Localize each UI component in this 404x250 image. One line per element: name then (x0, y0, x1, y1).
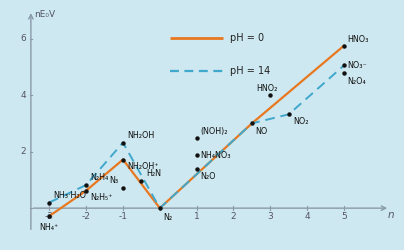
Text: HNO₃: HNO₃ (347, 35, 368, 44)
Text: (NOH)₂: (NOH)₂ (200, 127, 228, 136)
Text: NO₂: NO₂ (293, 117, 309, 126)
Text: N₂H₄: N₂H₄ (90, 173, 109, 182)
Text: pH = 0: pH = 0 (230, 33, 265, 43)
Text: NH₄⁺: NH₄⁺ (40, 223, 59, 232)
Text: 3: 3 (267, 212, 273, 222)
Text: N₂O: N₂O (200, 172, 216, 181)
Text: NH₂OH⁺: NH₂OH⁺ (127, 162, 159, 171)
Text: N₂O₄: N₂O₄ (347, 77, 366, 86)
Text: N₃: N₃ (109, 176, 118, 185)
Text: N₂H₅⁺: N₂H₅⁺ (90, 194, 113, 202)
Text: NH₂OH: NH₂OH (127, 131, 155, 140)
Text: nE₀V: nE₀V (34, 10, 55, 19)
Text: 2: 2 (231, 212, 236, 222)
Text: -3: -3 (45, 212, 54, 222)
Text: 4: 4 (304, 212, 310, 222)
Text: 6: 6 (21, 34, 27, 43)
Text: NO₃⁻: NO₃⁻ (347, 61, 367, 70)
Text: HNO₂: HNO₂ (256, 84, 278, 93)
Text: -1: -1 (118, 212, 128, 222)
Text: -2: -2 (82, 212, 90, 222)
Text: H₂N: H₂N (146, 169, 161, 178)
Text: 4: 4 (21, 90, 27, 100)
Text: NO: NO (256, 127, 268, 136)
Text: n: n (387, 210, 394, 220)
Text: 5: 5 (341, 212, 347, 222)
Text: 2: 2 (21, 147, 27, 156)
Text: N₂: N₂ (164, 213, 173, 222)
Text: 1: 1 (194, 212, 200, 222)
Text: NH₃·H₂O: NH₃·H₂O (54, 191, 87, 200)
Text: pH = 14: pH = 14 (230, 66, 271, 76)
Text: NH₄NO₃: NH₄NO₃ (200, 150, 231, 160)
